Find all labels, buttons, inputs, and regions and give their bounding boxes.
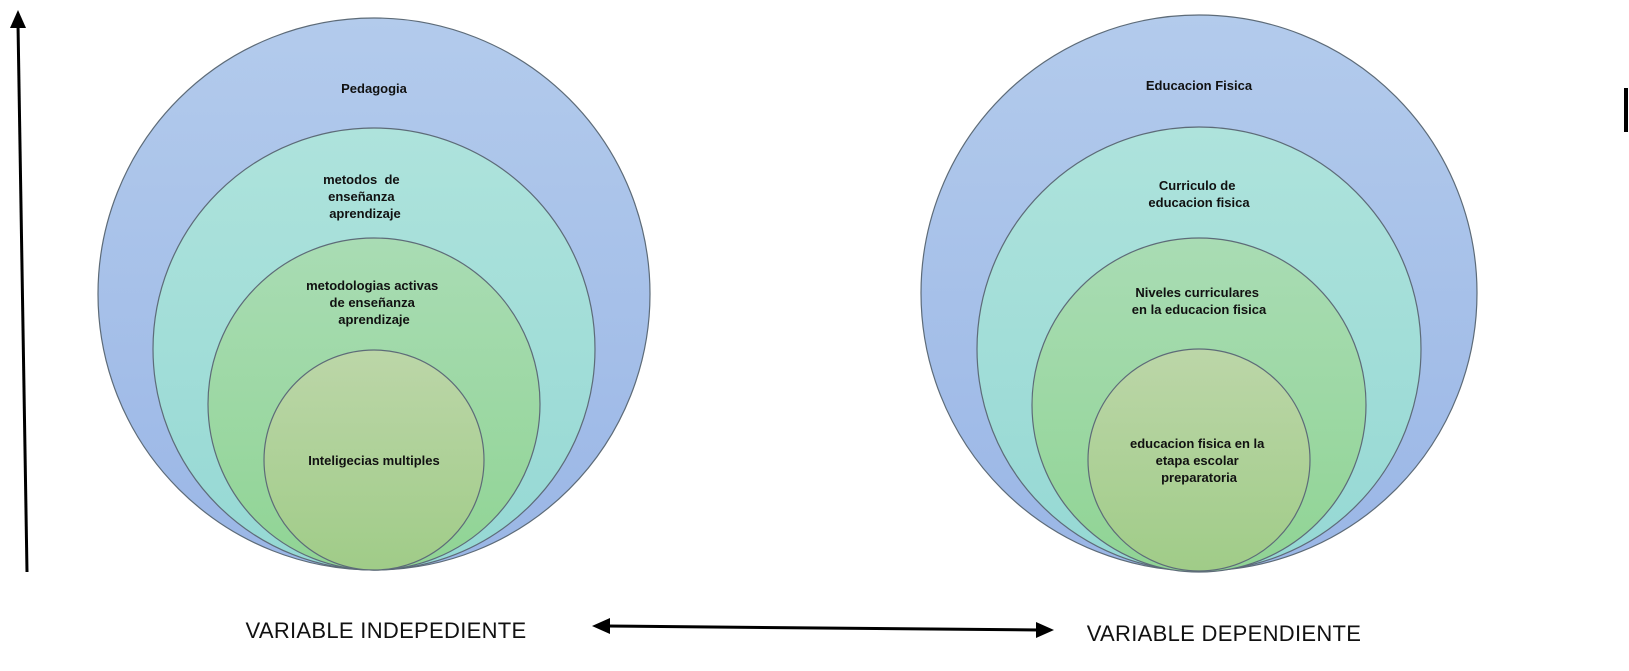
- independent-variable-label: VARIABLE INDEPEDIENTE: [246, 618, 527, 643]
- ring-etapa-escolar: [1087, 348, 1311, 572]
- ring-label: Inteligecias multiples: [308, 453, 440, 468]
- double-headed-arrow: [592, 618, 1054, 638]
- independent-variable-circles: Pedagogia metodos de enseñanza aprendiza…: [97, 17, 651, 571]
- ring-label: metodologias activas de enseñanza aprend…: [306, 278, 442, 327]
- dependent-variable-label: VARIABLE DEPENDIENTE: [1087, 621, 1362, 646]
- ring-label: Curriculo de educacion fisica: [1148, 178, 1250, 210]
- dependent-variable-circles: Educacion Fisica Curriculo de educacion …: [920, 14, 1478, 573]
- ring-label: Pedagogia: [341, 81, 408, 96]
- vertical-arrow: [10, 10, 29, 573]
- ring-label: Niveles curriculares en la educacion fis…: [1132, 285, 1267, 317]
- ring-label: metodos de enseñanza aprendizaje: [323, 172, 425, 221]
- ring-label: Educacion Fisica: [1146, 78, 1253, 93]
- ring-inteligencias: [263, 349, 485, 571]
- ring-label: educacion fisica en la etapa escolar pre…: [1130, 436, 1268, 485]
